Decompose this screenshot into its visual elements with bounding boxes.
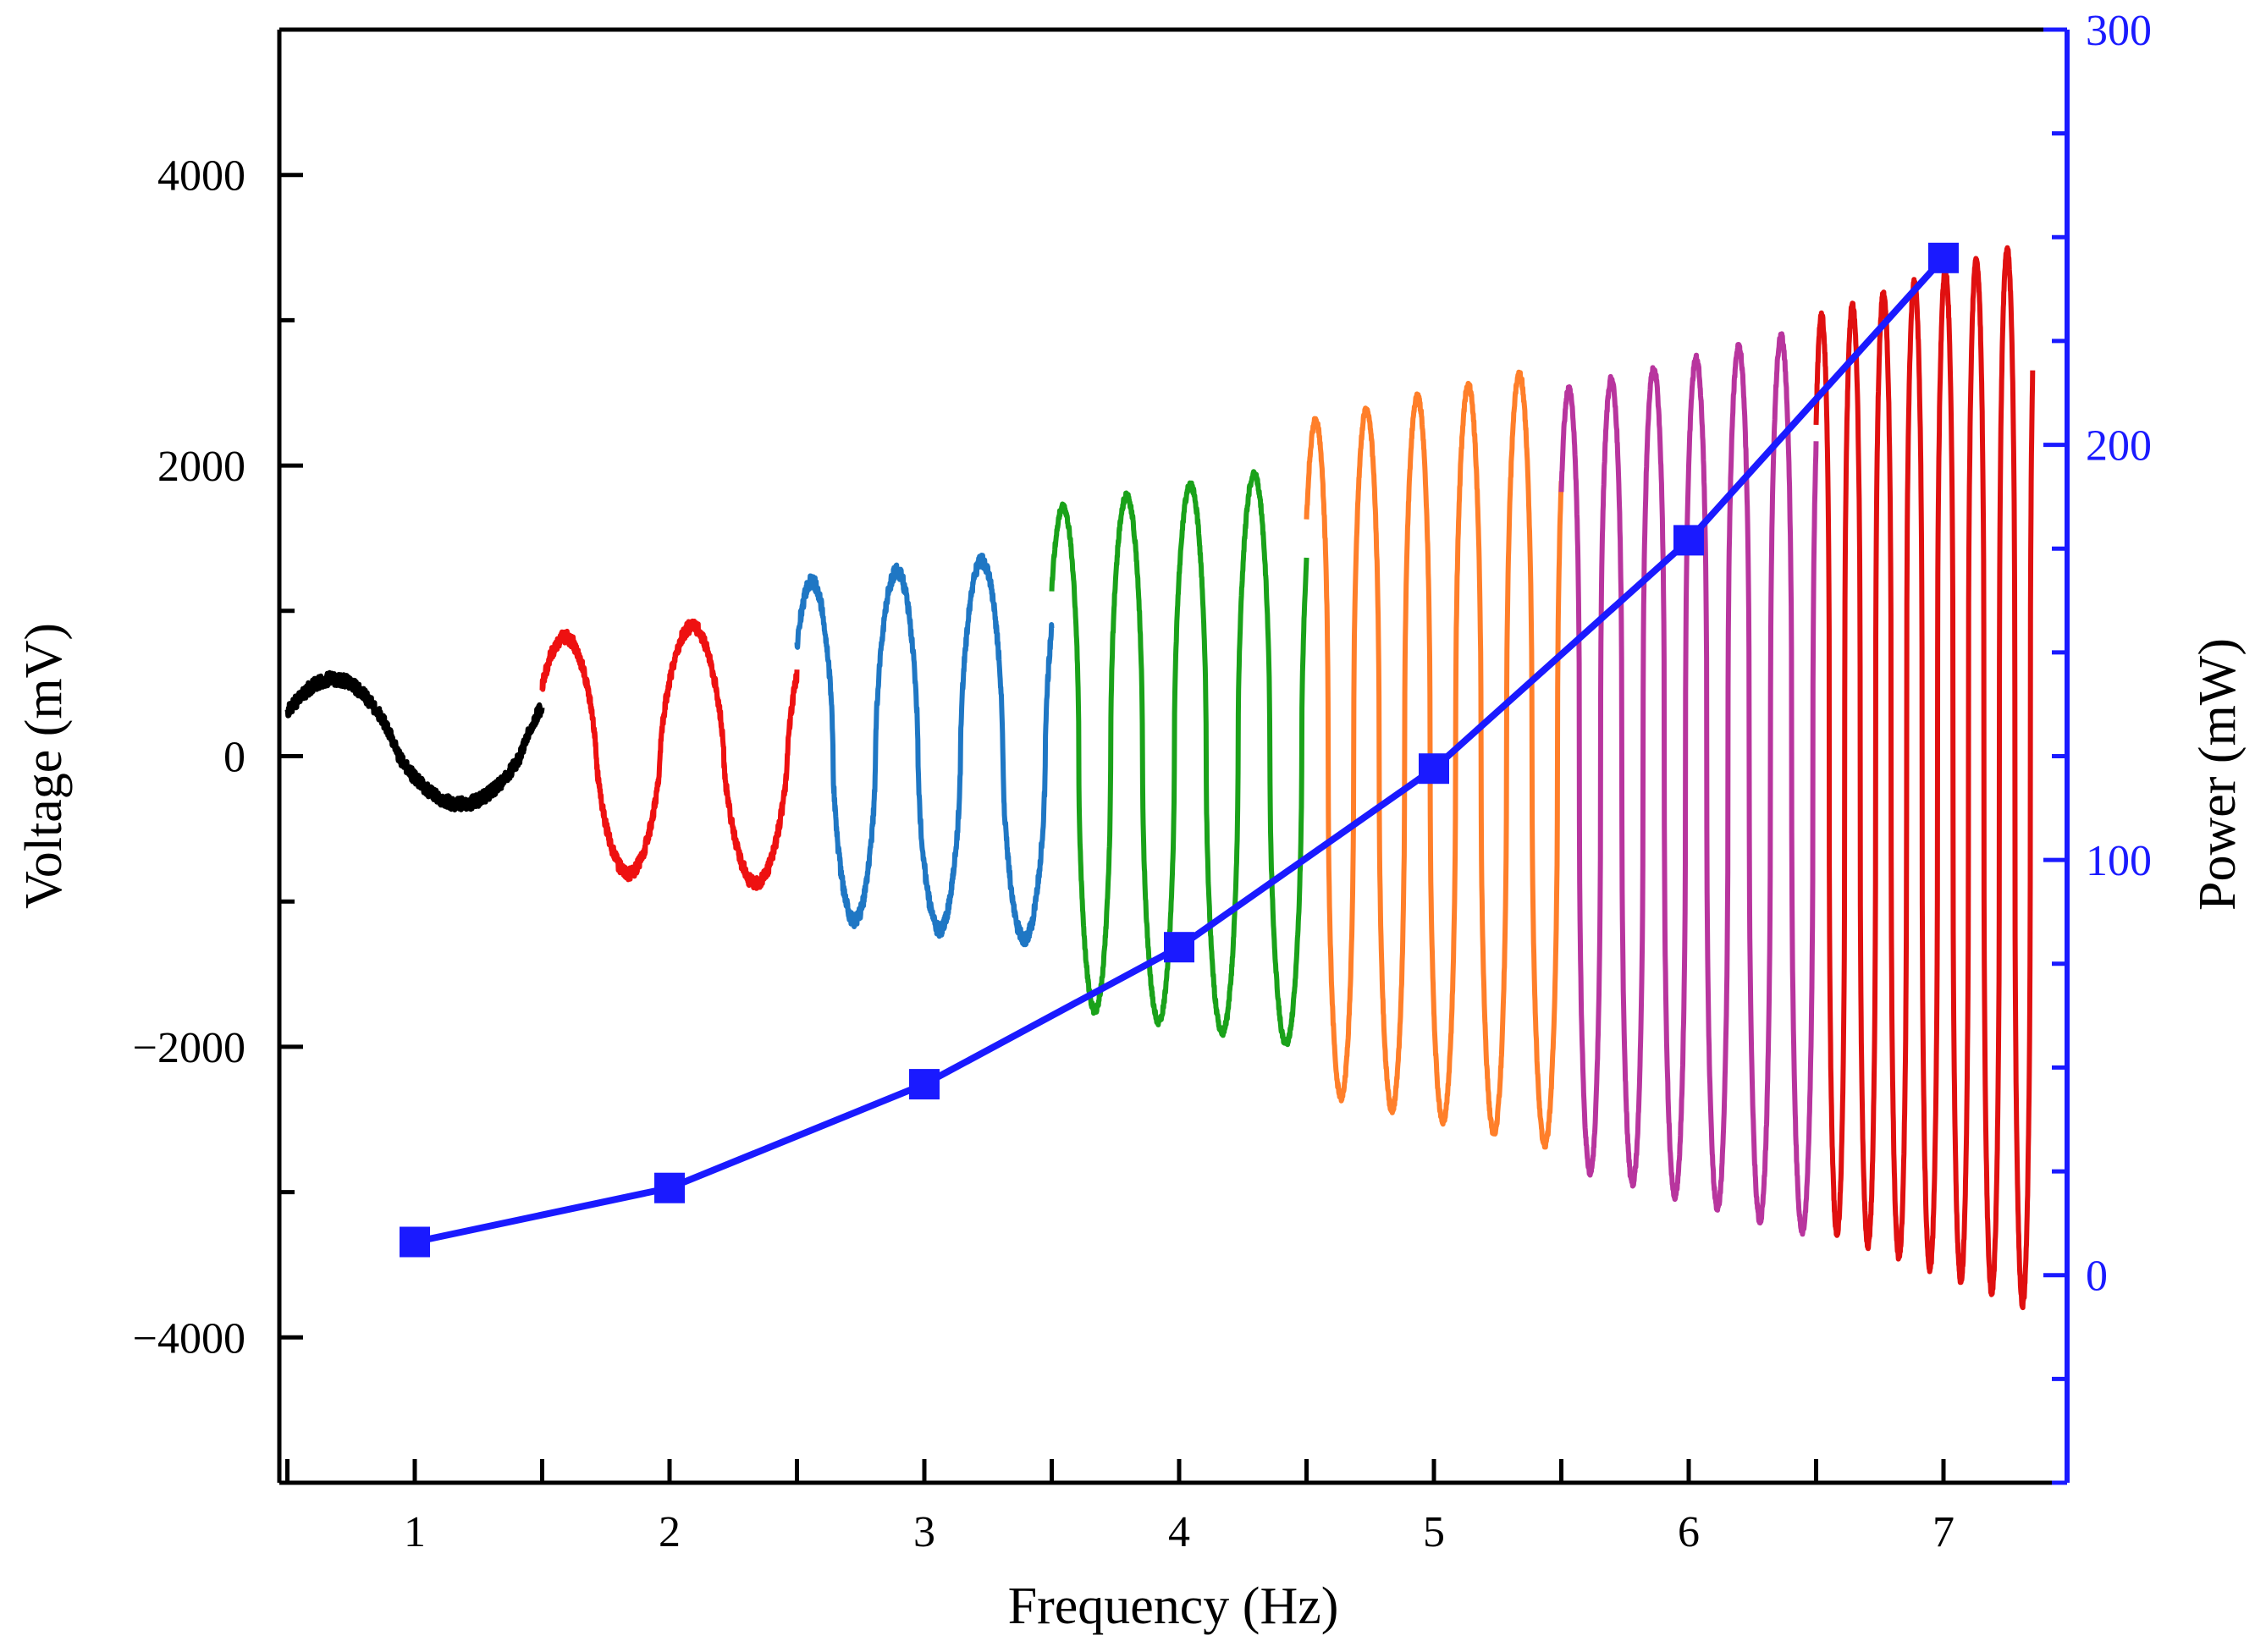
power-marker-7hz — [1928, 242, 1959, 273]
power-line — [414, 256, 1946, 1246]
power-series-layer — [400, 242, 1959, 1258]
x-tick-label: 1 — [404, 1508, 426, 1556]
y-right-axis-title: Power (mW) — [2189, 638, 2247, 911]
y-left-tick-label: 4000 — [157, 152, 245, 201]
y-left-axis-title: Voltage (mV) — [15, 623, 73, 909]
y-left-tick-label: −4000 — [133, 1314, 245, 1363]
voltage-trace-2hz — [539, 618, 800, 891]
voltage-trace-5hz — [1304, 369, 1564, 1150]
y-right-tick-label: 200 — [2086, 422, 2152, 471]
voltage-signal-layer — [284, 245, 2036, 1311]
y-right-tick-label: 100 — [2086, 837, 2152, 885]
x-tick-label: 4 — [1168, 1508, 1190, 1556]
labels-layer: Frequency (Hz) Voltage (mV) Power (mW) 4… — [15, 7, 2247, 1635]
x-axis-title: Frequency (Hz) — [1008, 1578, 1339, 1635]
x-tick-label: 2 — [659, 1508, 681, 1556]
power-marker-6hz — [1673, 525, 1704, 556]
x-tick-label: 5 — [1423, 1508, 1445, 1556]
y-right-tick-label: 300 — [2086, 7, 2152, 55]
power-marker-5hz — [1419, 753, 1449, 785]
y-left-tick-label: 0 — [223, 734, 245, 782]
y-right-tick-label: 0 — [2086, 1253, 2108, 1301]
power-marker-4hz — [1164, 932, 1194, 963]
power-marker-2hz — [654, 1172, 685, 1203]
power-marker-3hz — [909, 1069, 940, 1100]
voltage-trace-7hz — [1813, 245, 2036, 1311]
y-left-tick-label: −2000 — [133, 1024, 245, 1072]
x-tick-label: 3 — [913, 1508, 935, 1556]
voltage-trace-1hz — [284, 669, 545, 812]
x-tick-label: 7 — [1932, 1508, 1954, 1556]
voltage-trace-3hz — [794, 553, 1055, 948]
x-tick-label: 6 — [1678, 1508, 1700, 1556]
power-marker-1hz — [400, 1226, 430, 1258]
voltage-trace-6hz — [1558, 331, 1819, 1237]
voltage-trace-4hz — [1049, 469, 1309, 1048]
axes-layer — [277, 27, 2070, 1485]
y-left-tick-label: 2000 — [157, 443, 245, 491]
